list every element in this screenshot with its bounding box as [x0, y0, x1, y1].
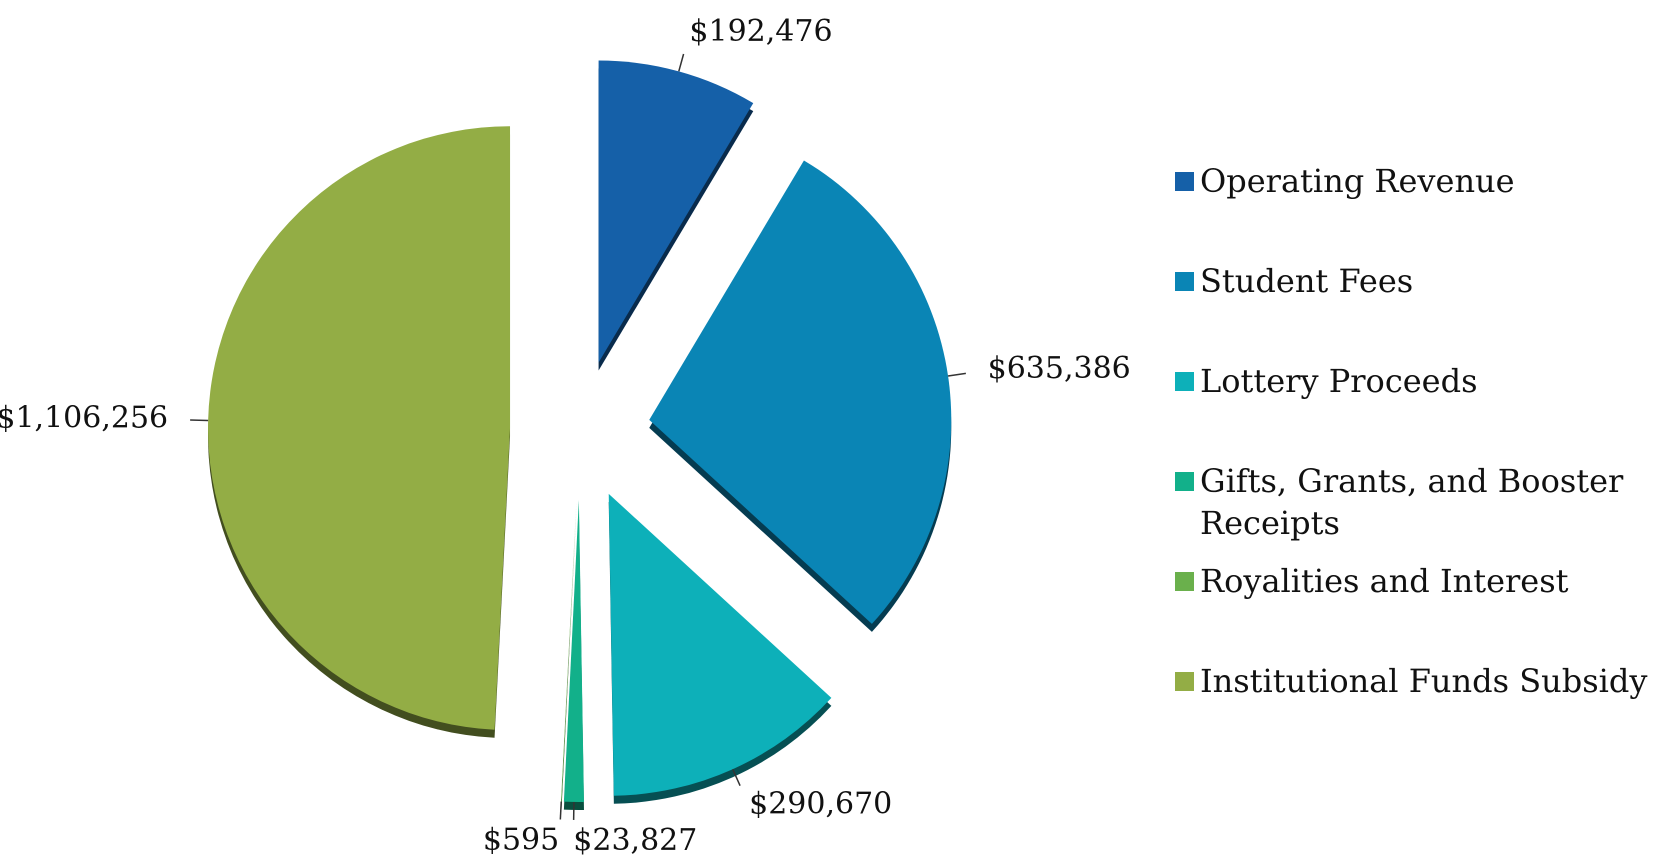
legend-item: Institutional Funds Subsidy	[1175, 660, 1655, 760]
leader-line	[678, 53, 685, 72]
slice	[560, 499, 577, 802]
data-label: $192,476	[689, 14, 832, 49]
legend-label: Gifts, Grants, and Booster Receipts	[1200, 462, 1624, 542]
slice	[563, 499, 584, 802]
legend-label: Lottery Proceeds	[1200, 362, 1478, 400]
leader-line	[947, 372, 966, 377]
legend-item: Lottery Proceeds	[1175, 360, 1655, 460]
legend-swatch	[1175, 672, 1194, 691]
data-label: $635,386	[988, 351, 1131, 386]
slice	[208, 126, 511, 730]
legend-swatch	[1175, 272, 1194, 291]
leader-line	[559, 801, 562, 820]
legend-label: Operating Revenue	[1200, 162, 1515, 200]
data-label: $595	[483, 822, 559, 857]
legend-swatch	[1175, 372, 1194, 391]
data-label: $290,670	[749, 787, 892, 822]
legend-label: Institutional Funds Subsidy	[1200, 662, 1648, 700]
legend-label: Student Fees	[1200, 262, 1414, 300]
slice	[649, 160, 952, 624]
slice-shadow	[560, 507, 577, 810]
legend: Operating Revenue Student Fees Lottery Pro…	[1175, 160, 1655, 760]
legend-swatch	[1175, 172, 1194, 191]
legend-item: Gifts, Grants, and Booster Receipts	[1175, 460, 1655, 560]
legend-swatch	[1175, 572, 1194, 591]
legend-swatch	[1175, 472, 1194, 491]
legend-item: Operating Revenue	[1175, 160, 1655, 260]
slice	[598, 60, 754, 363]
data-label: $1,106,256	[0, 400, 168, 435]
legend-label: Royalities and Interest	[1200, 562, 1569, 600]
slice	[608, 493, 832, 796]
leader-line	[732, 768, 741, 786]
data-label: $23,827	[573, 823, 697, 858]
legend-item: Royalities and Interest	[1175, 560, 1655, 660]
legend-item: Student Fees	[1175, 260, 1655, 360]
